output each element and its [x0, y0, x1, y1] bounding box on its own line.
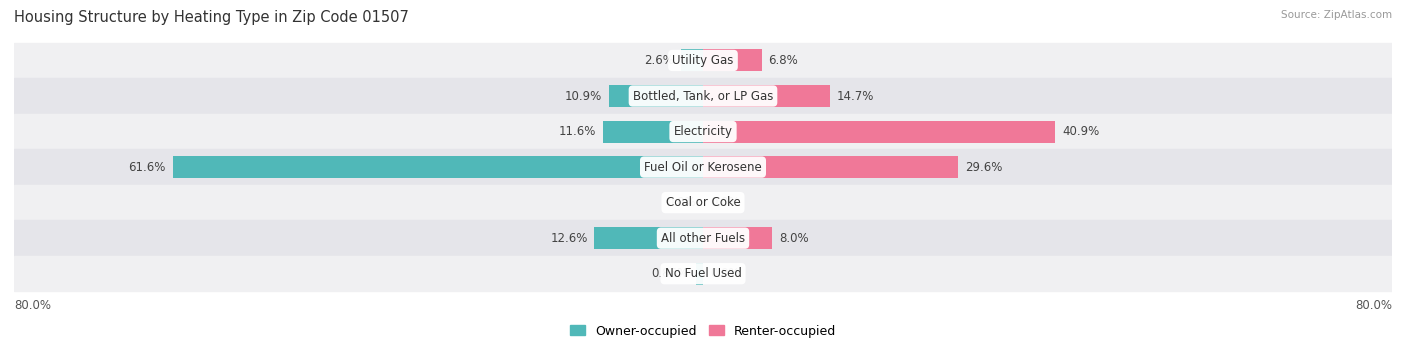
- Text: 0.0%: 0.0%: [710, 267, 740, 280]
- Bar: [14, 114, 1392, 149]
- Text: Utility Gas: Utility Gas: [672, 54, 734, 67]
- Text: 2.6%: 2.6%: [644, 54, 673, 67]
- Bar: [609, 85, 703, 107]
- Bar: [703, 120, 1056, 143]
- Text: 61.6%: 61.6%: [128, 161, 166, 174]
- Bar: [703, 49, 762, 72]
- Text: 8.0%: 8.0%: [779, 232, 808, 245]
- Text: 12.6%: 12.6%: [550, 232, 588, 245]
- Bar: [595, 227, 703, 249]
- Text: 0.0%: 0.0%: [710, 196, 740, 209]
- Text: 80.0%: 80.0%: [14, 299, 51, 312]
- Text: 14.7%: 14.7%: [837, 89, 875, 103]
- Bar: [703, 156, 957, 178]
- Text: No Fuel Used: No Fuel Used: [665, 267, 741, 280]
- Bar: [14, 149, 1392, 185]
- Text: 0.0%: 0.0%: [666, 196, 696, 209]
- Text: 10.9%: 10.9%: [565, 89, 602, 103]
- Text: 29.6%: 29.6%: [965, 161, 1002, 174]
- Bar: [696, 263, 703, 285]
- Text: 80.0%: 80.0%: [1355, 299, 1392, 312]
- Bar: [173, 156, 703, 178]
- Text: Fuel Oil or Kerosene: Fuel Oil or Kerosene: [644, 161, 762, 174]
- Bar: [681, 49, 703, 72]
- Text: Source: ZipAtlas.com: Source: ZipAtlas.com: [1281, 10, 1392, 20]
- Text: 6.8%: 6.8%: [769, 54, 799, 67]
- Text: Bottled, Tank, or LP Gas: Bottled, Tank, or LP Gas: [633, 89, 773, 103]
- Legend: Owner-occupied, Renter-occupied: Owner-occupied, Renter-occupied: [565, 320, 841, 341]
- Text: Housing Structure by Heating Type in Zip Code 01507: Housing Structure by Heating Type in Zip…: [14, 10, 409, 25]
- Bar: [14, 220, 1392, 256]
- Text: All other Fuels: All other Fuels: [661, 232, 745, 245]
- Bar: [14, 78, 1392, 114]
- Bar: [703, 85, 830, 107]
- Bar: [14, 256, 1392, 292]
- Text: 11.6%: 11.6%: [558, 125, 596, 138]
- Text: Electricity: Electricity: [673, 125, 733, 138]
- Bar: [14, 43, 1392, 78]
- Bar: [603, 120, 703, 143]
- Bar: [14, 185, 1392, 220]
- Text: Coal or Coke: Coal or Coke: [665, 196, 741, 209]
- Bar: [703, 227, 772, 249]
- Text: 40.9%: 40.9%: [1062, 125, 1099, 138]
- Text: 0.86%: 0.86%: [651, 267, 689, 280]
